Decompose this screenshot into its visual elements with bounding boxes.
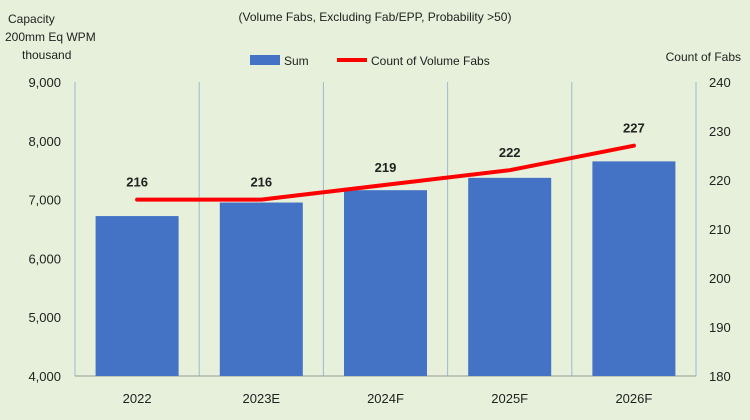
plot-area: 4,000 5,000 6,000 7,000 8,000 9,000 180 190 200 2…	[28, 75, 730, 406]
data-label: 222	[499, 145, 521, 160]
bar	[344, 190, 427, 376]
bar	[95, 216, 179, 376]
left-tick-label: 6,000	[28, 251, 61, 266]
right-tick-label: 230	[709, 124, 731, 139]
right-tick-label: 210	[709, 222, 731, 237]
left-tick-label: 8,000	[28, 134, 61, 149]
legend-label-sum: Sum	[284, 54, 309, 68]
data-label: 216	[250, 175, 272, 190]
left-axis-label-line-2: 200mm Eq WPM	[5, 30, 96, 44]
left-axis-label-line-1: Capacity	[8, 12, 55, 26]
data-label: 219	[375, 160, 397, 175]
left-tick-label: 9,000	[28, 75, 61, 90]
bar	[468, 177, 552, 376]
x-tick-label: 2022	[123, 391, 152, 406]
data-label: 216	[126, 175, 148, 190]
x-tick-label: 2024F	[367, 391, 404, 406]
x-tick-label: 2026F	[615, 391, 652, 406]
left-tick-label: 5,000	[28, 310, 61, 325]
legend-swatch-sum	[250, 55, 280, 65]
right-tick-label: 240	[709, 75, 731, 90]
left-axis-label-line-3: thousand	[22, 48, 71, 62]
x-tick-label: 2025F	[491, 391, 528, 406]
count-line	[135, 143, 636, 202]
right-tick-label: 190	[709, 320, 731, 335]
right-tick-label: 220	[709, 173, 731, 188]
chart-subtitle: (Volume Fabs, Excluding Fab/EPP, Probabi…	[239, 10, 512, 24]
left-tick-label: 7,000	[28, 193, 61, 208]
bar	[219, 202, 303, 376]
legend: Sum Count of Volume Fabs	[250, 54, 490, 68]
left-tick-label: 4,000	[28, 369, 61, 384]
legend-label-count: Count of Volume Fabs	[371, 54, 490, 68]
right-tick-label: 200	[709, 271, 731, 286]
bar	[592, 161, 676, 376]
x-tick-label: 2023E	[243, 391, 281, 406]
data-label: 227	[623, 121, 645, 136]
right-tick-label: 180	[709, 369, 731, 384]
right-axis-label: Count of Fabs	[666, 50, 741, 64]
